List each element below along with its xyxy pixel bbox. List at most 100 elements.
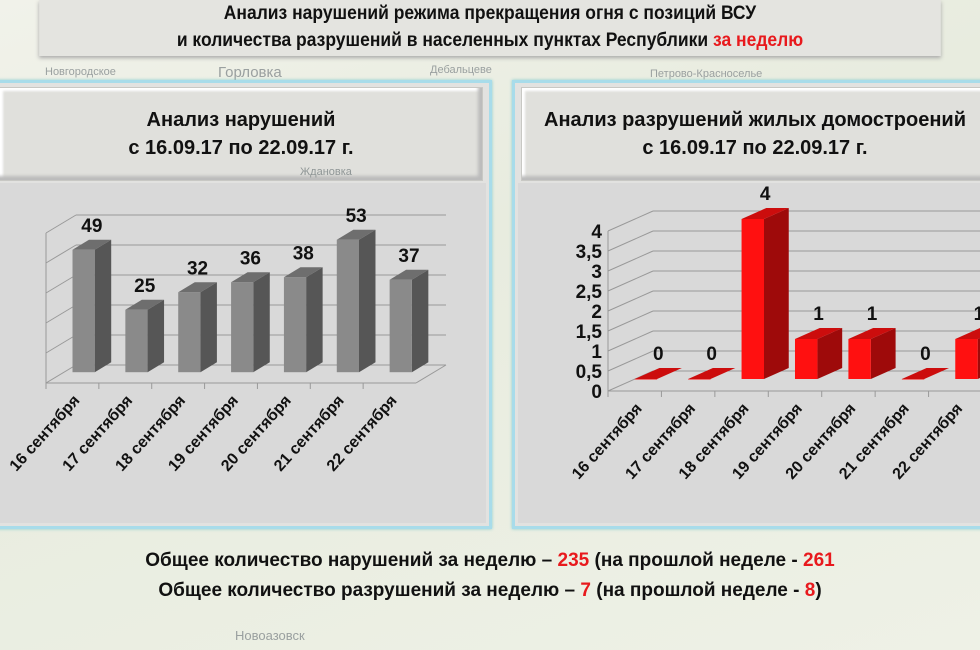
bar-side: [147, 299, 165, 373]
map-label: Новоазовск: [235, 628, 305, 643]
summary-text: ): [815, 580, 822, 601]
y-tick-label: 0: [591, 382, 602, 403]
bar: [283, 277, 307, 373]
data-label: 1: [813, 304, 824, 325]
summary-prev-value: 8: [804, 580, 816, 601]
title-highlight: за неделю: [712, 30, 804, 51]
chart-subtitle: с 16.09.17 по 22.09.17 г.: [642, 137, 868, 159]
data-label: 1: [867, 304, 878, 325]
bar-side: [94, 239, 112, 373]
bar: [794, 339, 818, 379]
grid-line: [45, 214, 77, 234]
chart-title: Анализ разрушений жилых домостроений: [544, 109, 966, 131]
chart-title: Анализ нарушений: [146, 109, 336, 131]
bar-top: [283, 267, 323, 278]
violations-header: Анализ нарушений с 16.09.17 по 22.09.17 …: [0, 87, 483, 181]
summary-text: Общее количество нарушений за неделю –: [145, 550, 558, 571]
data-label: 36: [240, 248, 261, 269]
grid-line: [607, 250, 654, 272]
map-label: Дебальцеве: [430, 64, 492, 76]
data-label: 1: [974, 304, 980, 325]
bar: [741, 219, 764, 379]
destruction-panel: Анализ разрушений жилых домостроений с 1…: [512, 80, 980, 529]
map-label: Новгородское: [45, 66, 116, 78]
bar: [634, 379, 658, 380]
summary-value: 7: [580, 580, 591, 601]
bar-top: [901, 368, 950, 379]
y-tick-label: 1,5: [576, 322, 603, 343]
bar: [848, 339, 871, 379]
grid-line: [607, 310, 654, 332]
title-line1: Анализ нарушений режима прекращения огня…: [223, 3, 757, 24]
bar: [125, 309, 148, 373]
floor-edge: [415, 364, 447, 384]
summary-prev-value: 261: [803, 550, 835, 571]
grid-line: [45, 244, 77, 264]
summary-violations: Общее количество нарушений за неделю – 2…: [0, 550, 980, 572]
data-label: 53: [346, 206, 367, 227]
bar-side: [817, 328, 843, 379]
data-label: 4: [760, 184, 771, 205]
chart-subtitle: с 16.09.17 по 22.09.17 г.: [128, 137, 354, 159]
bar-side: [977, 337, 980, 379]
grid-line: [45, 304, 77, 324]
title-line2: и количества разрушений в населенных пун…: [176, 30, 709, 51]
bar-top: [688, 368, 736, 379]
grid-line: [607, 230, 654, 252]
bar-side: [306, 267, 323, 373]
bar: [231, 282, 254, 373]
bar-side: [763, 208, 789, 379]
bar-side: [253, 272, 270, 373]
data-label: 25: [134, 276, 156, 297]
y-tick-label: 4: [591, 222, 602, 243]
bar: [688, 379, 711, 380]
bar-top: [848, 328, 896, 339]
bar-top: [231, 272, 270, 283]
grid-line: [607, 330, 654, 352]
grid-line: [607, 210, 654, 232]
data-label: 49: [81, 216, 102, 237]
page-title: Анализ нарушений режима прекращения огня…: [39, 0, 941, 56]
bar-top: [389, 269, 429, 280]
y-tick-label: 0,5: [576, 362, 603, 383]
bar: [178, 292, 201, 373]
y-tick-label: 3: [591, 262, 602, 283]
y-tick-label: 2: [591, 302, 602, 323]
summary-text: (на прошлой неделе -: [589, 550, 804, 571]
bar: [72, 249, 95, 373]
bar-side: [200, 282, 217, 373]
violations-panel: Анализ нарушений с 16.09.17 по 22.09.17 …: [0, 80, 492, 529]
grid-line: [607, 270, 654, 292]
bar-top: [634, 368, 682, 379]
grid-line: [607, 290, 654, 312]
grid-line: [45, 364, 77, 384]
bar-side: [870, 328, 896, 379]
summary-text: Общее количество разрушений за неделю –: [158, 580, 581, 601]
summary-value: 235: [557, 550, 590, 571]
data-label: 0: [706, 344, 717, 365]
bar: [336, 239, 359, 373]
data-label: 32: [187, 258, 208, 279]
summary-destruction: Общее количество разрушений за неделю – …: [0, 580, 980, 602]
map-label: Горловка: [218, 64, 282, 81]
data-label: 37: [398, 246, 419, 267]
bar: [389, 279, 412, 373]
bar-top: [125, 299, 165, 310]
bar-top: [794, 328, 843, 339]
destruction-header: Анализ разрушений жилых домостроений с 1…: [521, 87, 980, 181]
map-label: Петрово-Красноселье: [650, 68, 763, 80]
y-tick-label: 1: [591, 342, 602, 363]
y-tick-label: 2,5: [576, 282, 603, 303]
bar-side: [358, 229, 376, 373]
data-label: 0: [920, 344, 931, 365]
bar-top: [955, 328, 980, 339]
map-label: Ждановка: [300, 166, 352, 178]
bar-side: [411, 269, 429, 373]
bar-top: [178, 282, 217, 293]
grid-line: [45, 334, 77, 354]
y-tick-label: 3,5: [576, 242, 603, 263]
grid-line: [45, 274, 77, 294]
bar: [955, 339, 978, 379]
